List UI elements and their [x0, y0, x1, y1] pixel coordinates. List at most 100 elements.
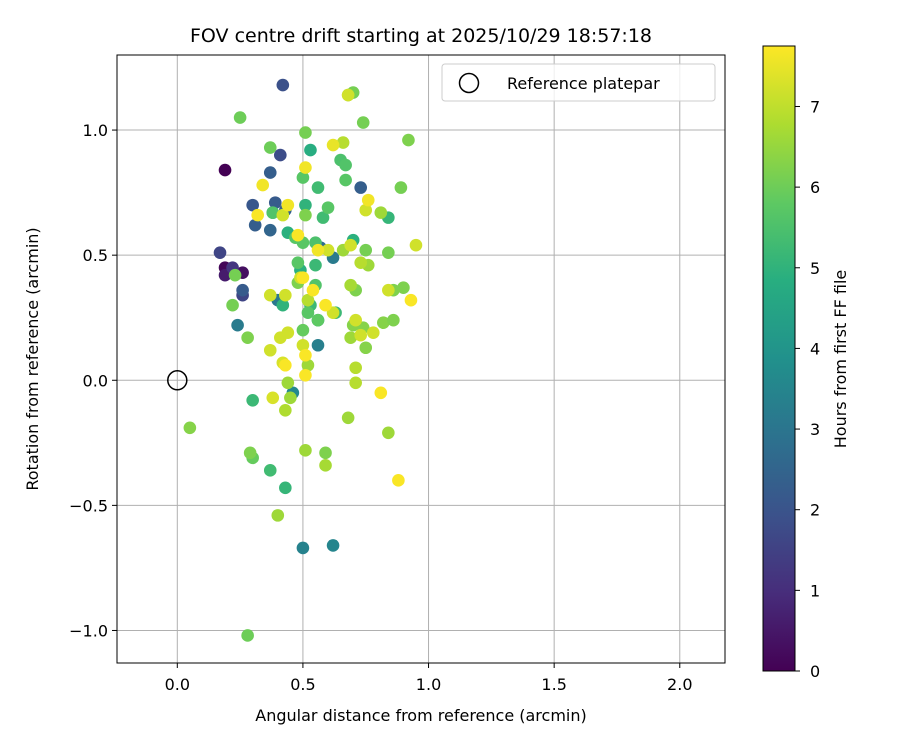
x-axis-label: Angular distance from reference (arcmin): [255, 706, 586, 725]
data-point: [266, 391, 280, 405]
plot-background: [117, 55, 725, 663]
data-point: [301, 306, 315, 320]
data-point: [349, 376, 362, 390]
legend-marker-icon: [458, 72, 480, 94]
data-point: [268, 196, 282, 209]
data-point: [276, 208, 290, 222]
colorbar: 0 1 2 3 4 5 6 7 Hours from first FF file: [762, 45, 850, 681]
data-point: [402, 133, 415, 147]
y-tick-label: 1.0: [83, 121, 108, 140]
data-point: [271, 509, 285, 522]
data-point: [281, 198, 295, 212]
data-point: [243, 446, 257, 460]
scatter-points: [183, 78, 423, 642]
data-point: [299, 161, 312, 174]
data-point: [226, 298, 239, 312]
y-axis-label: Rotation from reference (arcmin): [23, 227, 42, 490]
data-point: [341, 411, 355, 425]
data-point: [296, 338, 310, 352]
data-point: [276, 78, 290, 92]
data-point: [299, 126, 312, 139]
data-point: [246, 198, 259, 212]
data-point: [349, 313, 362, 327]
colorbar-label: Hours from first FF file: [831, 270, 850, 449]
colorbar-tick-label: 7: [810, 97, 820, 116]
data-point: [344, 238, 357, 252]
data-point: [281, 326, 295, 340]
colorbar-gradient: [762, 45, 796, 672]
data-point: [296, 271, 310, 284]
data-point: [309, 258, 322, 272]
data-point: [311, 181, 325, 194]
colorbar-ticks: 0 1 2 3 4 5 6 7: [795, 97, 820, 681]
data-point: [296, 323, 310, 337]
data-point: [349, 361, 362, 375]
data-point: [296, 541, 310, 555]
data-point: [236, 283, 249, 297]
data-point: [311, 313, 325, 327]
data-point: [354, 181, 368, 194]
data-point: [263, 343, 277, 357]
data-point: [311, 243, 325, 257]
data-point: [409, 238, 423, 252]
data-point: [397, 281, 410, 294]
colorbar-tick-label: 0: [810, 662, 820, 681]
data-point: [359, 203, 373, 217]
data-point: [326, 138, 340, 152]
x-tick-label: 1.5: [541, 675, 566, 694]
data-point: [387, 313, 400, 327]
data-point: [354, 328, 368, 342]
data-point: [263, 464, 277, 477]
data-point: [274, 148, 287, 162]
data-point: [299, 208, 312, 222]
data-point: [256, 178, 270, 192]
data-point: [311, 338, 325, 352]
plot-frame: [116, 54, 726, 664]
data-point: [279, 288, 292, 302]
data-point: [344, 278, 357, 292]
data-point: [276, 298, 290, 312]
data-point: [356, 116, 370, 129]
colorbar-tick-label: 6: [810, 178, 820, 197]
y-tick-label: −1.0: [69, 621, 108, 640]
y-tick-label: −0.5: [69, 496, 108, 515]
data-point: [248, 218, 262, 232]
data-point: [279, 403, 292, 417]
data-point: [281, 376, 295, 390]
data-point: [374, 206, 388, 219]
legend-label-reference: Reference platepar: [507, 74, 660, 93]
data-point: [301, 358, 315, 372]
data-point: [183, 421, 197, 435]
data-point: [299, 198, 312, 212]
data-point: [213, 246, 227, 259]
data-point: [321, 243, 335, 257]
data-point: [341, 88, 355, 102]
x-tick-label: 0.0: [165, 675, 190, 694]
data-point: [231, 318, 244, 332]
data-point: [316, 211, 330, 224]
data-point: [301, 293, 315, 307]
data-point: [319, 298, 332, 312]
data-point: [306, 283, 320, 297]
x-tick-label: 2.0: [667, 675, 692, 694]
data-point: [233, 111, 247, 124]
data-point: [246, 393, 259, 407]
data-point: [263, 288, 277, 302]
data-point: [336, 136, 350, 149]
y-tick-label: 0.0: [83, 371, 108, 390]
data-point: [251, 208, 264, 222]
data-point: [263, 166, 277, 179]
data-point: [326, 539, 340, 552]
data-point: [366, 326, 380, 340]
data-point: [284, 391, 297, 405]
data-point: [339, 158, 352, 172]
data-point: [279, 481, 292, 495]
data-point: [241, 331, 254, 345]
data-point: [263, 141, 277, 154]
colorbar-tick-label: 1: [810, 581, 820, 600]
colorbar-tick-label: 3: [810, 420, 820, 439]
data-point: [266, 206, 280, 219]
data-point: [299, 368, 312, 382]
y-tick-label: 0.5: [83, 246, 108, 265]
data-point: [319, 446, 332, 460]
